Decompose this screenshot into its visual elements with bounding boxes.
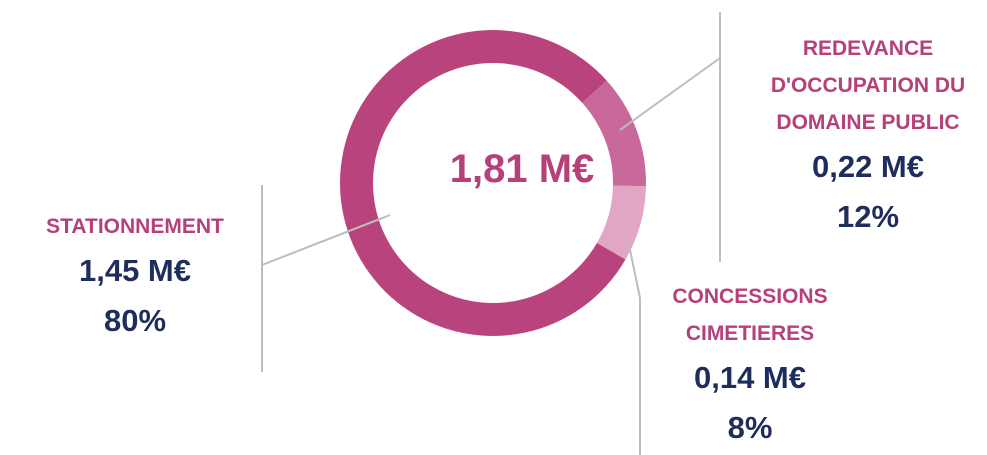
category-label: STATIONNEMENT: [46, 215, 224, 238]
value-label: 12%: [836, 199, 900, 234]
center-label: 1,81 M€: [450, 147, 595, 191]
category-label: REDEVANCE D'OCCUPATION DU DOMAINE PUBLIC: [770, 37, 966, 134]
donut-slice: [582, 80, 646, 187]
value-label: 80%: [103, 303, 167, 338]
category-label: CONCESSIONS CIMETIERES: [672, 285, 828, 345]
amount-label: 1,45 M€: [78, 253, 191, 288]
amount-label: 0,22 M€: [811, 149, 924, 184]
leader-line: [261, 214, 391, 266]
value-label: 8%: [727, 410, 773, 445]
amount-label: 0,14 M€: [693, 360, 806, 395]
leader-line: [619, 57, 721, 131]
leader-line: [627, 239, 641, 299]
donut-slice: [596, 185, 646, 260]
